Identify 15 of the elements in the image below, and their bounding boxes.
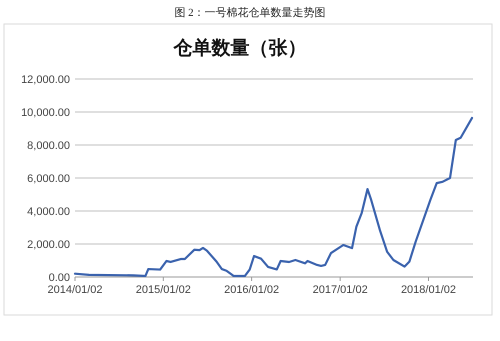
line-series [74, 116, 474, 278]
y-tick-label: 8,000.00 [27, 140, 70, 152]
y-tick-label: 12,000.00 [21, 74, 70, 86]
chart-title: 仓单数量（张） [172, 37, 306, 59]
y-tick-label: 2,000.00 [27, 239, 70, 251]
x-tick-label: 2018/01/02 [400, 284, 456, 296]
y-tick-label: 10,000.00 [21, 107, 70, 119]
x-tick-label: 2014/01/02 [47, 284, 103, 296]
x-tick-label: 2017/01/02 [312, 284, 368, 296]
y-tick-label: 6,000.00 [27, 173, 70, 185]
x-tick-label: 2016/01/02 [224, 284, 280, 296]
y-tick-label: 0.00 [48, 272, 70, 284]
y-tick-label: 4,000.00 [27, 206, 70, 218]
x-tick-label: 2015/01/02 [136, 284, 191, 296]
caption: 图 2：一号棉花仓单数量走势图 [174, 6, 326, 19]
